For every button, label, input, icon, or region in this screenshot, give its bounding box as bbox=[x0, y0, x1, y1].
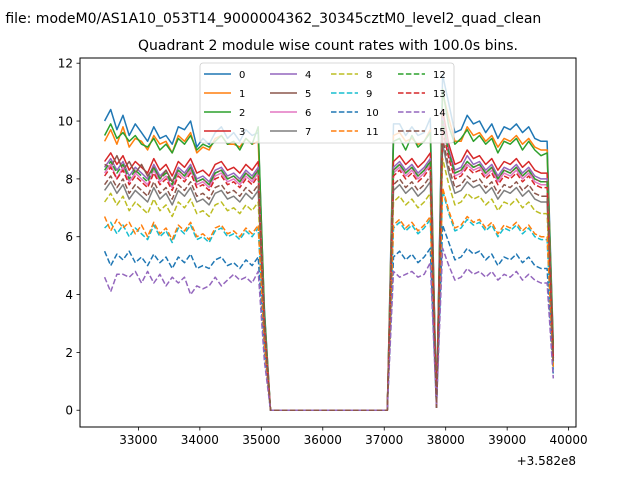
y-tick-label: 8 bbox=[65, 172, 73, 186]
x-tick-label: 33000 bbox=[119, 433, 157, 447]
x-tick-label: 38000 bbox=[427, 433, 465, 447]
y-tick-label: 12 bbox=[58, 57, 73, 71]
legend-label-0: 0 bbox=[239, 70, 245, 81]
legend-label-6: 6 bbox=[305, 108, 311, 119]
x-tick-label: 34000 bbox=[181, 433, 219, 447]
figure-suptitle: n file: modeM0/AS1A10_053T14_9000004362_… bbox=[0, 11, 541, 27]
x-offset-label: +3.582e8 bbox=[517, 454, 576, 468]
legend-label-2: 2 bbox=[239, 108, 245, 119]
legend-label-5: 5 bbox=[305, 89, 311, 100]
legend-label-15: 15 bbox=[433, 127, 446, 138]
x-tick-label: 36000 bbox=[304, 433, 342, 447]
legend-label-7: 7 bbox=[305, 127, 311, 138]
legend-label-4: 4 bbox=[305, 70, 311, 81]
legend-label-14: 14 bbox=[433, 108, 446, 119]
x-tick-label: 37000 bbox=[365, 433, 403, 447]
x-tick-label: 35000 bbox=[242, 433, 280, 447]
series-line-14 bbox=[103, 247, 555, 411]
series-line-15 bbox=[103, 137, 555, 411]
series-lines bbox=[103, 74, 555, 411]
plot-area: 33000 34000 35000 36000 37000 38000 39000 40000… bbox=[58, 57, 588, 468]
legend-label-12: 12 bbox=[433, 70, 446, 81]
legend-label-13: 13 bbox=[433, 89, 446, 100]
y-tick-label: 4 bbox=[65, 288, 73, 302]
y-tick-label: 10 bbox=[58, 115, 73, 129]
y-tick-label: 2 bbox=[65, 346, 73, 360]
legend-label-3: 3 bbox=[239, 127, 245, 138]
x-axis: 33000 34000 35000 36000 37000 38000 39000 40000 bbox=[119, 427, 588, 447]
series-line-8 bbox=[103, 157, 555, 411]
series-line-11 bbox=[103, 186, 555, 411]
chart-title: Quadrant 2 module wise count rates with … bbox=[138, 38, 518, 54]
series-line-12 bbox=[103, 120, 555, 411]
legend-label-10: 10 bbox=[366, 108, 379, 119]
y-tick-label: 6 bbox=[65, 230, 73, 244]
x-tick-label: 40000 bbox=[550, 433, 588, 447]
legend-label-9: 9 bbox=[366, 89, 372, 100]
x-tick-label: 39000 bbox=[488, 433, 526, 447]
legend-box bbox=[199, 62, 455, 144]
y-tick-label: 0 bbox=[65, 404, 73, 418]
legend-label-11: 11 bbox=[366, 127, 379, 138]
legend-label-1: 1 bbox=[239, 89, 245, 100]
y-axis: 0 2 4 6 8 10 12 bbox=[58, 57, 80, 418]
axes-frame bbox=[79, 57, 577, 428]
legend-label-8: 8 bbox=[366, 70, 372, 81]
